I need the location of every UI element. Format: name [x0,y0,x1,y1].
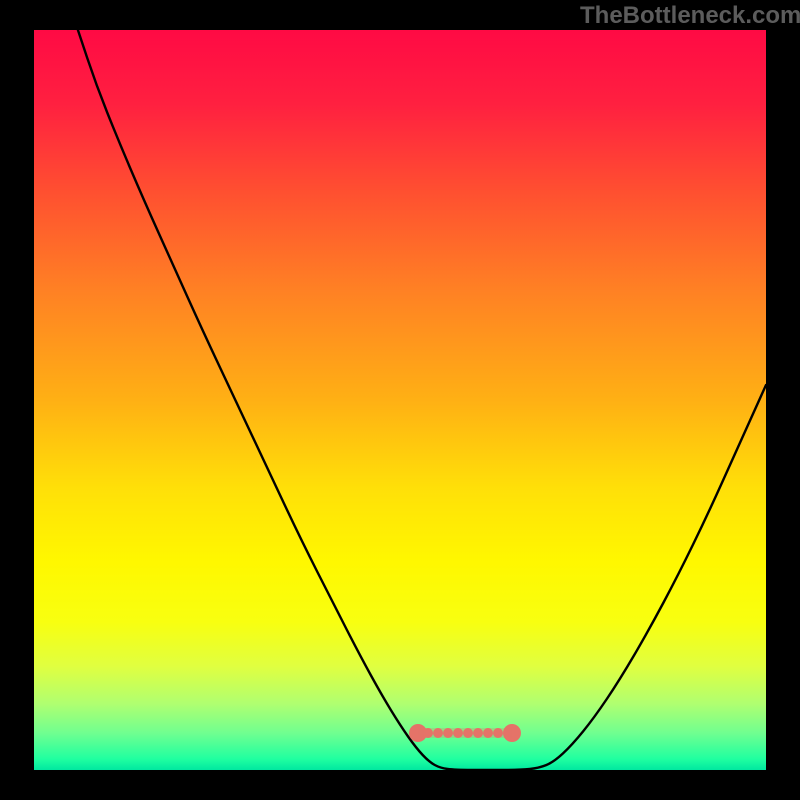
optimal-marker-dot [463,728,473,738]
chart-svg [0,0,800,800]
optimal-marker-dot [453,728,463,738]
watermark-text: TheBottleneck.com [580,2,800,30]
optimal-marker-dot [493,728,503,738]
plot-gradient [34,30,766,770]
optimal-marker-dot [433,728,443,738]
optimal-marker-dot [443,728,453,738]
optimal-marker-dot [473,728,483,738]
chart-root: TheBottleneck.com [0,0,800,800]
optimal-marker-dot [423,728,433,738]
optimal-marker-dot [483,728,493,738]
